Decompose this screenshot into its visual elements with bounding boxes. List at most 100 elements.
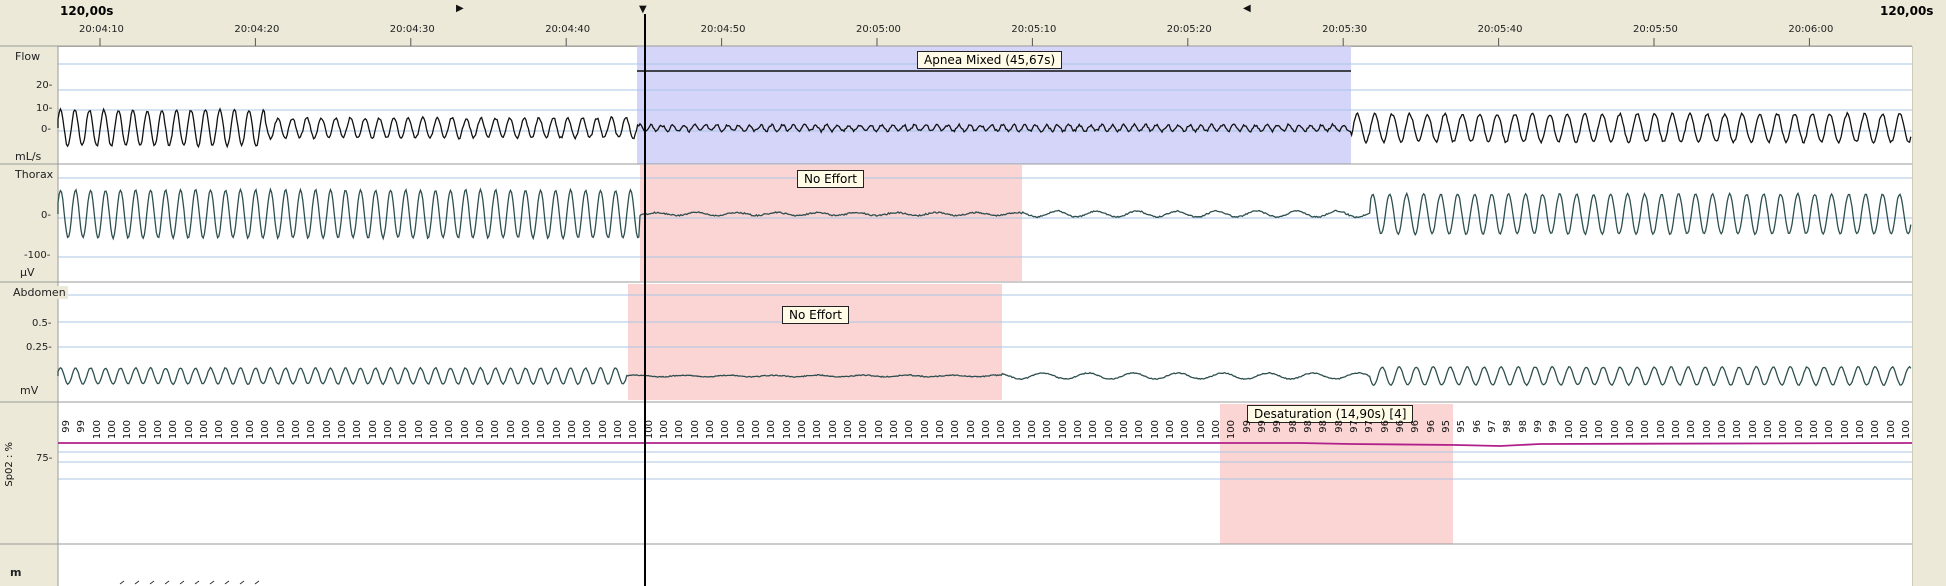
cursor-marker-icon[interactable]: ▼: [639, 4, 647, 15]
spo2-sample-value: 100: [1211, 420, 1222, 440]
time-tick-label: 20:05:00: [856, 24, 901, 35]
thorax-trace: [57, 187, 1912, 241]
spo2-sample-value: 99: [61, 420, 72, 433]
flow-tick-20: 20-: [36, 80, 53, 91]
spo2-sample-value: 100: [1763, 420, 1774, 440]
spo2-sample-value: 100: [490, 420, 502, 440]
spo2-sample-value: 100: [551, 420, 563, 440]
spo2-sample-value: 100: [413, 420, 425, 440]
bottom-channel-label: m: [8, 566, 24, 579]
spo2-sample-value: 100: [1180, 420, 1192, 440]
spo2-sample-value: 100: [1686, 420, 1698, 440]
spo2-sample-value: 100: [367, 420, 379, 440]
spo2-sample-value: 96: [1410, 420, 1422, 433]
spo2-sample-value: 100: [567, 420, 578, 440]
spo2-sample-value: 100: [321, 420, 333, 440]
spo2-sample-value: 100: [582, 420, 594, 440]
flow-label: Flow: [13, 50, 43, 63]
spo2-sample-value: 97: [1349, 420, 1360, 433]
spo2-sample-value: 100: [199, 420, 210, 440]
spo2-sample-value: 100: [1579, 420, 1590, 440]
spo2-sample-value: 100: [153, 420, 164, 440]
window-length-right: 120,00s: [1880, 4, 1934, 18]
desaturation-event-region: [1220, 404, 1453, 544]
spo2-sample-value: 100: [245, 420, 256, 440]
spo2-sample-value: 100: [352, 420, 364, 440]
spo2-sample-value: 100: [812, 420, 824, 440]
spo2-sample-value: 100: [1073, 420, 1084, 440]
spo2-sample-value: 100: [1824, 420, 1836, 440]
play-forward-icon[interactable]: ▶: [456, 3, 464, 14]
spo2-sample-value: 100: [689, 420, 701, 440]
abdomen-event-label[interactable]: No Effort: [782, 306, 849, 324]
spo2-sample-value: 98: [1502, 420, 1514, 433]
play-back-icon[interactable]: ◀: [1243, 3, 1251, 14]
spo2-sample-value: 100: [1103, 420, 1115, 440]
spo2-sample-value: 100: [597, 420, 609, 440]
spo2-sample-value: 100: [1149, 420, 1161, 440]
spo2-sample-value: 100: [1655, 420, 1667, 440]
spo2-sample-value: 100: [735, 420, 747, 440]
spo2-sample-value: 95: [1456, 420, 1468, 433]
spo2-sample-value: 100: [168, 420, 180, 440]
bottom-channel-mark: [239, 580, 245, 585]
spo2-sample-value: 100: [398, 420, 410, 440]
thorax-event-label[interactable]: No Effort: [797, 170, 864, 188]
spo2-sample-value: 100: [1134, 420, 1146, 440]
spo2-sample-value: 100: [1609, 420, 1621, 440]
spo2-sample-value: 100: [1165, 420, 1176, 440]
bottom-channel-mark: [134, 580, 140, 585]
spo2-sample-value: 100: [1119, 420, 1130, 440]
time-tick-label: 20:04:20: [234, 24, 280, 35]
spo2-trace: [58, 442, 1913, 447]
spo2-label: Sp02 : %: [4, 442, 15, 487]
bottom-channel-mark: [254, 580, 260, 585]
spo2-sample-value: 100: [1717, 420, 1728, 440]
spo2-sample-value: 100: [1747, 420, 1759, 440]
spo2-sample-value: 100: [1855, 420, 1866, 440]
spo2-sample-value: 99: [1272, 420, 1284, 433]
thorax-label: Thorax: [13, 168, 56, 181]
thorax-tick-0: 0-: [41, 210, 51, 221]
spo2-sample-value: 100: [1563, 420, 1575, 440]
bottom-channel-mark: [179, 580, 185, 585]
bottom-channel-mark: [224, 580, 230, 585]
spo2-sample-value: 100: [1226, 420, 1238, 440]
spo2-sample-value: 100: [1640, 420, 1652, 440]
spo2-sample-value: 96: [1471, 420, 1483, 433]
spo2-sample-value: 100: [705, 420, 716, 440]
apnea-event-label[interactable]: Apnea Mixed (45,67s): [917, 51, 1063, 69]
spo2-sample-value: 100: [260, 420, 272, 440]
spo2-sample-value: 100: [674, 420, 686, 440]
spo2-sample-value: 100: [429, 420, 440, 440]
spo2-sample-value: 100: [91, 420, 103, 440]
spo2-sample-value: 100: [935, 420, 946, 440]
spo2-sample-value: 98: [1287, 420, 1299, 433]
spo2-sample-value: 99: [1533, 420, 1544, 433]
spo2-sample-value: 100: [183, 420, 195, 440]
vertical-scrollbar[interactable]: [1912, 46, 1946, 586]
desaturation-event-label[interactable]: Desaturation (14,90s) [4]: [1247, 405, 1414, 423]
time-tick-label: 20:05:50: [1633, 24, 1678, 35]
spo2-sample-value: 99: [76, 420, 88, 433]
bottom-channel-mark: [209, 580, 215, 585]
spo2-sample-value: 100: [950, 420, 962, 440]
abdomen-unit: mV: [18, 384, 41, 397]
time-tick-label: 20:04:10: [79, 24, 124, 35]
time-tick-label: 20:05:40: [1477, 24, 1523, 35]
spo2-sample-value: 97: [1364, 420, 1376, 433]
spo2-sample-value: 100: [1901, 420, 1912, 440]
thorax-tick-minus100: -100-: [24, 250, 51, 261]
spo2-sample-value: 98: [1333, 420, 1345, 433]
spo2-sample-value: 98: [1303, 420, 1314, 433]
spo2-sample-value: 100: [521, 420, 532, 440]
spo2-sample-value: 100: [965, 420, 977, 440]
abdomen-trace: [57, 365, 1912, 387]
spo2-sample-value: 95: [1441, 420, 1452, 433]
spo2-sample-value: 100: [459, 420, 471, 440]
spo2-sample-value: 100: [306, 420, 318, 440]
spo2-sample-value: 100: [275, 420, 287, 440]
bottom-channel-mark: [149, 580, 155, 585]
time-tick-label: 20:05:30: [1322, 24, 1368, 35]
spo2-sample-value: 100: [797, 420, 808, 440]
